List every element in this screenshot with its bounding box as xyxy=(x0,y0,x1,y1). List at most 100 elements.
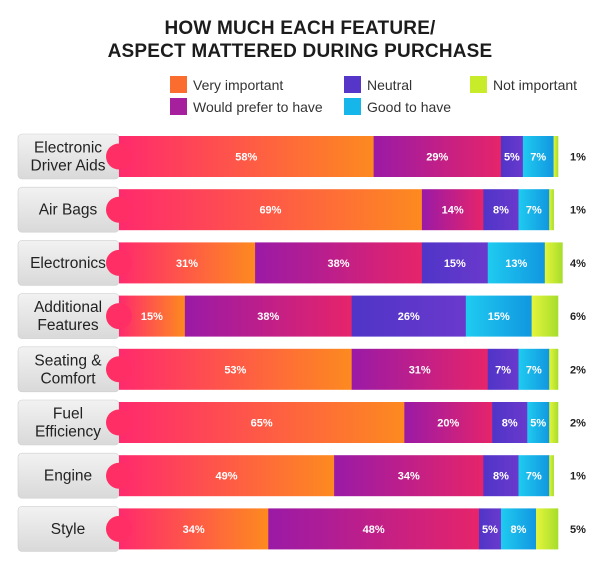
category-label: Seating & xyxy=(34,352,102,369)
bar-segment-good-to-have xyxy=(487,242,546,284)
legend-label: Very important xyxy=(193,76,284,93)
category-label: Style xyxy=(51,521,85,538)
value-label: 8% xyxy=(502,418,518,430)
value-label: 20% xyxy=(437,418,459,430)
bar-row: Engine 49% 34% 8% 7% 1% xyxy=(17,452,586,499)
value-label-not-important: 2% xyxy=(570,418,586,430)
category-label: Comfort xyxy=(40,370,96,387)
value-label: 13% xyxy=(505,258,527,270)
bar-row: Style 34% 48% 5% 8% 5% xyxy=(17,506,586,552)
value-label: 15% xyxy=(444,258,466,270)
legend-label: Would prefer to have xyxy=(193,98,323,115)
value-label: 38% xyxy=(257,311,279,323)
value-label: 65% xyxy=(251,418,273,430)
bar-segment-neutral xyxy=(483,455,519,497)
chart-title-line-1: HOW MUCH EACH FEATURE/ xyxy=(164,18,436,39)
bar-notch xyxy=(106,303,132,330)
category-label: Air Bags xyxy=(39,202,98,219)
value-label-not-important: 4% xyxy=(570,258,586,270)
value-label: 14% xyxy=(442,205,464,217)
bar-segment-very-important xyxy=(119,136,374,177)
category-label: Additional xyxy=(34,299,102,316)
legend-item-good-to-have: Good to have xyxy=(344,98,451,115)
bar-segment-not-important xyxy=(549,189,554,231)
value-label-not-important: 6% xyxy=(570,311,586,323)
value-label: 31% xyxy=(409,364,431,376)
value-label: 69% xyxy=(259,205,281,217)
value-label: 49% xyxy=(216,471,238,483)
category-label: Electronics xyxy=(30,255,106,272)
value-label: 29% xyxy=(426,152,448,164)
bar-segment-very-important xyxy=(119,455,335,497)
value-label: 34% xyxy=(398,471,420,483)
bar-segment-not-important xyxy=(549,348,559,390)
legend-item-neutral: Neutral xyxy=(344,76,412,93)
value-label: 8% xyxy=(493,471,509,483)
bar-segment-neutral xyxy=(500,136,524,177)
bar-notch xyxy=(106,515,132,542)
bar-segment-very-important xyxy=(119,189,423,231)
bar-segment-would-prefer xyxy=(334,455,484,497)
value-label: 15% xyxy=(141,311,163,323)
bar-segment-neutral xyxy=(478,508,502,550)
legend-swatch xyxy=(170,98,187,115)
value-label: 7% xyxy=(526,205,542,217)
bar-segment-would-prefer xyxy=(184,295,352,337)
bar-segment-would-prefer xyxy=(373,136,502,177)
bar-segment-not-important xyxy=(549,455,554,497)
legend-swatch xyxy=(344,98,361,115)
value-label: 31% xyxy=(176,258,198,270)
bar-segment-would-prefer xyxy=(268,508,480,550)
bar-segment-not-important xyxy=(531,295,559,337)
bar-segment-neutral xyxy=(483,189,519,231)
value-label-not-important: 1% xyxy=(570,471,586,483)
category-label: Fuel xyxy=(53,406,83,423)
value-label: 7% xyxy=(526,471,542,483)
bar-notch xyxy=(106,356,132,383)
value-label-not-important: 1% xyxy=(570,205,586,217)
bar-row: Seating &Comfort 53% 31% 7% 7% 2% xyxy=(17,346,586,393)
bar-row: Air Bags 69% 14% 8% 7% 1% xyxy=(17,186,586,233)
legend-swatch xyxy=(344,76,361,93)
category-label: Features xyxy=(37,317,98,334)
value-label: 38% xyxy=(327,258,349,270)
legend-label: Not important xyxy=(493,76,578,93)
bar-notch xyxy=(106,196,132,223)
bar-segment-not-important xyxy=(536,508,559,550)
value-label: 48% xyxy=(363,524,385,536)
value-label: 26% xyxy=(398,311,420,323)
bar-segment-would-prefer xyxy=(255,242,423,284)
bar-segment-neutral xyxy=(492,402,528,443)
category-label: Driver Aids xyxy=(31,158,106,175)
value-label-not-important: 5% xyxy=(570,524,586,536)
bar-notch xyxy=(106,143,132,170)
value-label: 58% xyxy=(235,152,257,164)
category-label: Electronic xyxy=(34,140,102,157)
legend-item-not-important: Not important xyxy=(470,76,577,93)
bar-segment-good-to-have xyxy=(500,508,537,550)
bar-segment-neutral xyxy=(487,348,519,390)
bar-segment-neutral xyxy=(421,242,489,284)
value-label: 5% xyxy=(482,524,498,536)
value-label: 15% xyxy=(488,311,510,323)
bar-segment-good-to-have xyxy=(527,402,550,443)
bar-segment-good-to-have xyxy=(522,136,554,177)
bar-segment-very-important xyxy=(119,242,256,284)
bar-segment-very-important xyxy=(119,508,269,550)
bar-segment-would-prefer xyxy=(351,348,489,390)
category-label: Efficiency xyxy=(35,424,101,441)
value-label-not-important: 2% xyxy=(570,364,586,376)
bar-segment-good-to-have xyxy=(518,348,550,390)
bar-segment-would-prefer xyxy=(421,189,484,231)
legend-item-would-prefer: Would prefer to have xyxy=(170,98,323,115)
bar-notch xyxy=(106,409,132,436)
legend-item-very-important: Very important xyxy=(170,76,283,93)
value-label: 53% xyxy=(224,364,246,376)
bar-segment-very-important xyxy=(119,348,352,390)
legend-swatch xyxy=(170,76,187,93)
value-label-not-important: 1% xyxy=(570,152,586,164)
